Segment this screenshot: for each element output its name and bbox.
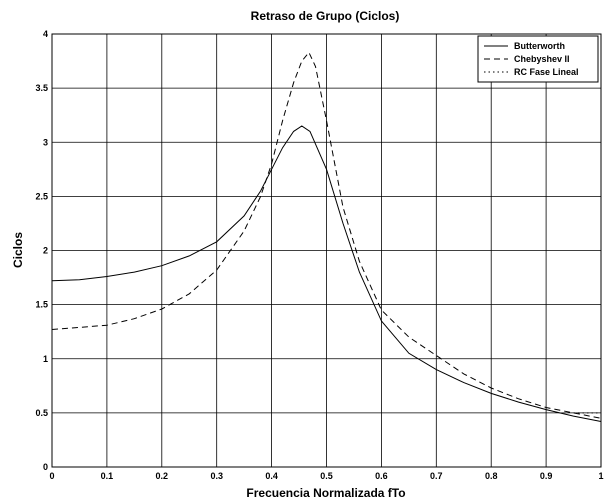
y-tick-label: 4 [43,29,48,39]
plot-frame [51,33,602,468]
x-tick-label: 0.3 [210,471,223,481]
x-tick-label: 0.2 [156,471,169,481]
legend-label: Butterworth [514,41,565,51]
series-line-chebyshev-ii [51,51,602,419]
y-tick-label: 2 [43,246,48,256]
chart-title: Retraso de Grupo (Ciclos) [251,9,400,23]
y-tick-label: 3.5 [35,83,48,93]
y-tick-label: 0 [43,462,48,472]
y-tick-label: 3 [43,137,48,147]
legend-label: Chebyshev II [514,54,570,64]
x-tick-label: 1 [598,471,603,481]
y-axis-label: Ciclos [11,232,25,268]
x-tick-label: 0.8 [485,471,498,481]
x-tick-label: 0.4 [265,471,278,481]
x-tick-label: 0 [49,471,54,481]
x-tick-label: 0.6 [375,471,388,481]
series-line-butterworth [51,125,602,422]
y-tick-label: 0.5 [35,408,48,418]
series-group [51,51,602,422]
x-tick-label: 0.5 [320,471,333,481]
x-axis-label: Frecuencia Normalizada fTo [246,486,405,500]
y-tick-label: 1 [43,354,48,364]
x-tick-label: 0.9 [540,471,553,481]
x-tick-label: 0.7 [430,471,443,481]
legend-label: RC Fase Lineal [514,67,579,77]
y-tick-label: 2.5 [35,191,48,201]
legend: Butterworth Chebyshev II RC Fase Lineal [477,35,599,83]
x-tick-label: 0.1 [101,471,114,481]
y-tick-label: 1.5 [35,300,48,310]
axis-ticks: 0 0.1 0.2 0.3 0.4 0.5 0.6 0.7 0.8 0.9 1 0 0.5 1 1.5 2 2.… [35,29,603,481]
